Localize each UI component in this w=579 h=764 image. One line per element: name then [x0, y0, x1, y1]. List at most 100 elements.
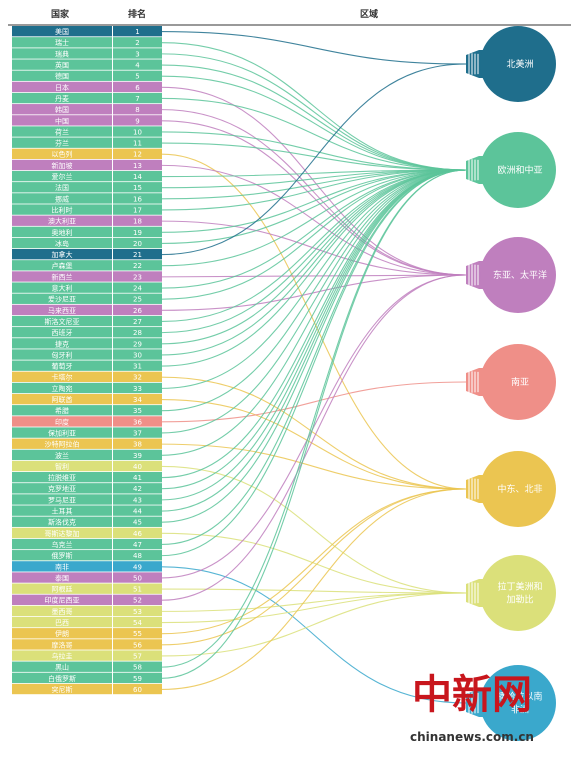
country-name: 泰国 [55, 573, 69, 582]
table-row: 芬兰 11 [12, 137, 162, 148]
country-cell [12, 349, 112, 360]
table-row: 克罗地亚 42 [12, 483, 162, 494]
country-cell [12, 538, 112, 550]
country-name: 白俄罗斯 [48, 674, 76, 683]
country-rank: 30 [133, 351, 142, 359]
region-node: 北美洲 [466, 26, 556, 102]
table-row: 波兰 39 [12, 449, 162, 461]
rank-cell [113, 293, 162, 304]
country-cell [12, 193, 112, 204]
connection-line [161, 169, 467, 679]
country-cell [12, 449, 112, 461]
rank-cell [113, 405, 162, 416]
country-name: 摩洛哥 [52, 640, 73, 649]
rank-column-header: 排名 [128, 8, 146, 20]
table-row: 白俄罗斯 59 [12, 672, 162, 684]
country-cell [12, 126, 112, 137]
country-cell [12, 527, 112, 539]
connection-line [161, 164, 467, 276]
rank-cell [113, 315, 162, 327]
country-rank: 31 [133, 363, 142, 371]
connection-line [161, 274, 467, 311]
rank-cell [113, 449, 162, 461]
rank-cell [113, 427, 162, 438]
country-name: 法国 [55, 183, 69, 192]
table-row: 泰国 50 [12, 572, 162, 583]
table-row: 丹麦 7 [12, 92, 162, 104]
country-rank: 26 [133, 307, 142, 315]
country-cell [12, 260, 112, 271]
country-name: 爱沙尼亚 [48, 296, 76, 304]
country-name: 葡萄牙 [52, 362, 73, 371]
country-cell [12, 360, 112, 371]
table-row: 奥地利 19 [12, 226, 162, 238]
table-row: 南非 49 [12, 561, 162, 572]
country-name: 巴西 [55, 619, 69, 627]
country-rank: 9 [135, 117, 139, 125]
table-row: 阿根廷 51 [12, 583, 162, 594]
region-node: 南亚 [466, 344, 556, 420]
rank-cell [113, 115, 162, 126]
country-rank: 19 [133, 229, 142, 237]
country-cell [12, 304, 112, 316]
connection-line [161, 31, 467, 65]
connection-line [161, 169, 467, 389]
rank-cell [113, 204, 162, 215]
country-name: 希腊 [55, 406, 69, 415]
table-row: 加拿大 21 [12, 249, 162, 260]
rank-cell [113, 550, 162, 561]
country-rank: 1 [135, 28, 139, 36]
country-rank: 35 [133, 407, 142, 415]
table-row: 新西兰 23 [12, 271, 162, 282]
region-label: 欧洲和中亚 [497, 164, 542, 176]
connection-line [161, 274, 467, 579]
country-rank: 11 [133, 140, 142, 148]
country-name: 拉脱维亚 [48, 473, 76, 482]
country-name: 捷克 [55, 339, 69, 348]
connection-line [161, 592, 467, 624]
country-rank: 54 [133, 619, 142, 627]
rank-cell [113, 483, 162, 494]
country-rank: 5 [135, 73, 139, 81]
rank-cell [113, 59, 162, 70]
region-label: 北美洲 [506, 58, 533, 70]
country-name: 日本 [55, 83, 69, 92]
country-cell [12, 494, 112, 505]
country-name: 黑山 [55, 663, 69, 672]
country-name: 中国 [55, 116, 69, 125]
rank-cell [113, 661, 162, 672]
country-cell [12, 605, 112, 617]
table-row: 中国 9 [12, 115, 162, 126]
country-cell [12, 382, 112, 394]
country-name: 丹麦 [55, 94, 69, 103]
country-rank: 58 [133, 664, 142, 672]
connection-line [161, 53, 467, 171]
country-table: 美国 1 瑞士 2 瑞典 3 英国 4 德国 5 日本 6 丹麦 7 韩国 8 中国 9 荷兰 10 芬兰 11 以色列 12… [12, 26, 162, 695]
country-name: 克罗地亚 [48, 484, 76, 493]
table-row: 伊朗 55 [12, 628, 162, 639]
table-row: 日本 6 [12, 81, 162, 93]
country-rank: 6 [135, 84, 140, 92]
rank-cell [113, 137, 162, 148]
country-name: 突尼斯 [52, 685, 73, 694]
lightbulb-icon [480, 344, 556, 420]
rank-cell [113, 472, 162, 483]
country-cell [12, 159, 112, 171]
table-row: 荷兰 10 [12, 126, 162, 137]
country-cell [12, 371, 112, 382]
rank-cell [113, 360, 162, 371]
country-rank: 23 [133, 273, 142, 281]
country-rank: 53 [133, 608, 142, 616]
connection-line [161, 488, 467, 646]
table-row: 卡塔尔 32 [12, 371, 162, 382]
rank-cell [113, 193, 162, 204]
country-name: 比利时 [52, 205, 73, 214]
country-name: 伊朗 [55, 629, 69, 638]
country-name: 美国 [55, 27, 69, 36]
connection-line [161, 488, 467, 635]
country-cell [12, 249, 112, 260]
country-rank: 22 [133, 262, 142, 270]
rank-cell [113, 237, 162, 249]
